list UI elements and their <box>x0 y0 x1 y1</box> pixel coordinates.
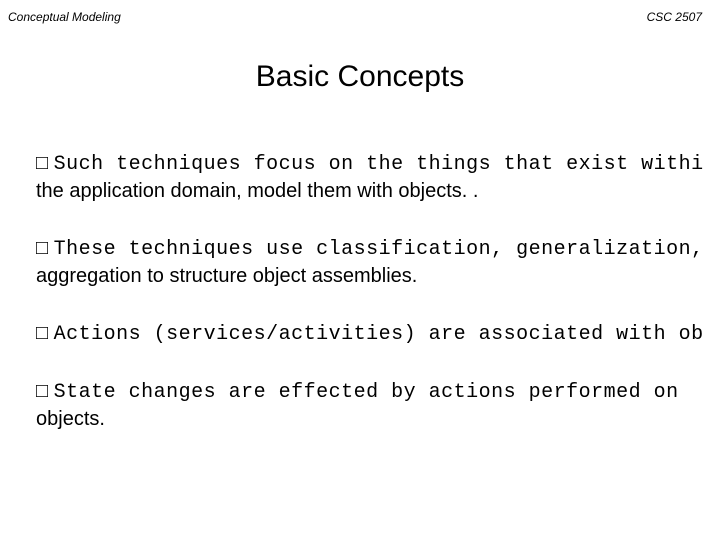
header-left: Conceptual Modeling <box>8 10 121 24</box>
content-area: □ Such techniques focus on the things th… <box>36 150 720 463</box>
bullet-marker-icon: □ <box>36 381 48 404</box>
bullet-continuation: the application domain, model them with … <box>36 178 720 205</box>
bullet-item: □ Actions (services/activities) are asso… <box>36 320 720 348</box>
bullet-lead: State changes are effected by actions pe… <box>54 381 679 404</box>
header-right: CSC 2507 <box>647 10 702 24</box>
bullet-marker-icon: □ <box>36 323 48 346</box>
bullet-item: □ State changes are effected by actions … <box>36 378 720 433</box>
bullet-lead: Such techniques focus on the things that… <box>54 153 704 176</box>
bullet-lead: These techniques use classification, gen… <box>54 238 704 261</box>
bullet-item: □ Such techniques focus on the things th… <box>36 150 720 205</box>
bullet-continuation: objects. <box>36 406 720 433</box>
bullet-lead: Actions (services/activities) are associ… <box>54 323 704 346</box>
page-title: Basic Concepts <box>0 60 720 94</box>
bullet-marker-icon: □ <box>36 153 48 176</box>
bullet-marker-icon: □ <box>36 238 48 261</box>
bullet-continuation: aggregation to structure object assembli… <box>36 263 720 290</box>
bullet-item: □ These techniques use classification, g… <box>36 235 720 290</box>
